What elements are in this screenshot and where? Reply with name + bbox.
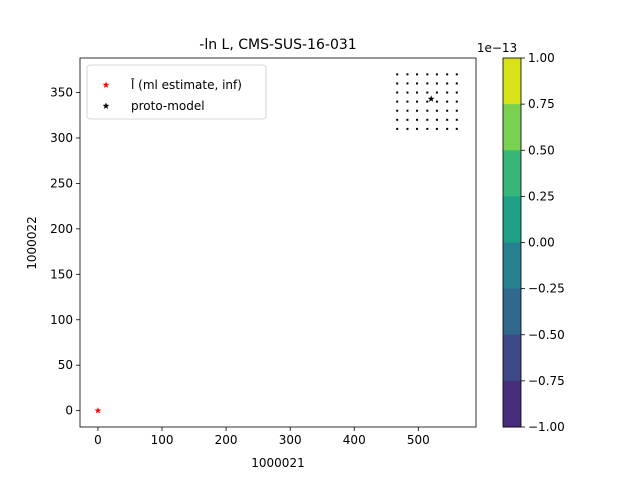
grid-point [435,118,438,121]
x-axis-ticks: 0 100 200 300 400 500 [94,427,430,447]
colorbar-band [503,380,521,428]
grid-point [435,73,438,76]
grid-point [435,100,438,103]
data-point-star [427,95,435,102]
legend-label: l̂ (ml estimate, inf) [131,78,242,92]
colorbar-tick-label: 0.00 [528,236,555,250]
colorbar-band [503,242,521,290]
grid-point [426,127,429,130]
grid-point [396,91,399,94]
grid-point [446,82,449,85]
grid-point [455,118,458,121]
y-tick-label: 0 [65,404,73,418]
grid-point [416,109,419,112]
legend-marker [102,102,110,109]
x-tick-label: 400 [343,433,366,447]
colorbar-tick-label: −1.00 [528,420,565,434]
x-tick-label: 200 [215,433,238,447]
grid-point [406,109,409,112]
y-axis-label: 1000022 [25,216,39,269]
colorbar-band [503,196,521,243]
y-tick-label: 100 [50,313,73,327]
colorbar-tick-label: −0.25 [528,282,565,296]
grid-point [416,91,419,94]
grid-point [406,118,409,121]
colorbar-tick-label: −0.75 [528,374,565,388]
grid-point [435,127,438,130]
grid-point [435,91,438,94]
legend-marker [102,81,110,88]
parameter-grid-points [396,73,458,130]
grid-point [446,118,449,121]
colorbar-band [503,150,521,197]
grid-point [455,82,458,85]
colorbar-band [503,58,521,105]
data-point-star [94,407,102,414]
grid-point [406,100,409,103]
grid-point [396,127,399,130]
grid-point [396,73,399,76]
plot-frame [79,57,477,428]
colorbar-band [503,334,521,382]
grid-point [455,109,458,112]
colorbar: 1.00 0.75 0.50 0.25 0.00 −0.25 −0.50 −0.75 −1.00… [477,41,565,434]
plot-area: 0 100 200 300 400 500 0 50 100 150 200 250 300 350 [50,57,477,447]
grid-point [446,109,449,112]
y-tick-label: 50 [58,358,73,372]
grid-point [446,91,449,94]
chart-title: -ln L, CMS-SUS-16-031 [199,37,356,53]
colorbar-exponent-label: 1e−13 [477,41,517,55]
grid-point [455,127,458,130]
grid-point [406,73,409,76]
grid-point [396,100,399,103]
grid-point [406,127,409,130]
x-tick-label: 500 [407,433,430,447]
colorbar-tick-label: 0.25 [528,189,555,203]
legend-label: proto-model [131,99,205,113]
colorbar-band [503,104,521,151]
x-tick-label: 300 [279,433,302,447]
grid-point [416,100,419,103]
grid-point [455,91,458,94]
y-tick-label: 150 [50,267,73,281]
colorbar-tick-label: 1.00 [528,51,555,65]
y-axis-ticks: 0 50 100 150 200 250 300 350 [50,86,80,418]
x-tick-label: 100 [151,433,174,447]
grid-point [426,91,429,94]
grid-point [406,91,409,94]
grid-point [426,82,429,85]
data-markers [94,95,435,414]
grid-point [426,100,429,103]
grid-point [435,82,438,85]
grid-point [446,73,449,76]
grid-point [396,109,399,112]
colorbar-tick-label: 0.75 [528,97,555,111]
legend: l̂ (ml estimate, inf) proto-model [86,64,267,120]
y-tick-label: 350 [50,86,73,100]
colorbar-tick-label: −0.50 [528,328,565,342]
grid-point [426,118,429,121]
x-axis-label: 1000021 [251,456,304,470]
grid-point [406,82,409,85]
grid-point [416,73,419,76]
grid-point [396,118,399,121]
y-tick-label: 300 [50,131,73,145]
y-tick-label: 250 [50,176,73,190]
grid-point [446,127,449,130]
grid-point [455,73,458,76]
y-tick-label: 200 [50,222,73,236]
grid-point [396,82,399,85]
grid-point [455,100,458,103]
colorbar-tick-label: 0.50 [528,143,555,157]
grid-point [416,118,419,121]
colorbar-band [503,288,521,336]
grid-point [435,109,438,112]
grid-point [426,73,429,76]
grid-point [426,109,429,112]
grid-point [416,127,419,130]
grid-point [446,100,449,103]
x-tick-label: 0 [94,433,102,447]
grid-point [416,82,419,85]
